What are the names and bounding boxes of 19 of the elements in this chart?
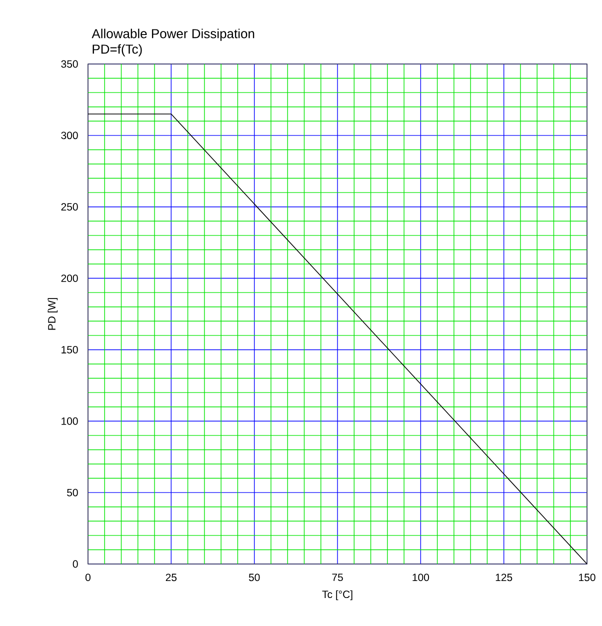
y-tick-label: 100 [62,417,78,425]
x-tick-label: 100 [412,574,430,582]
y-tick-label: 150 [62,346,78,354]
x-tick-label: 150 [579,574,596,582]
x-tick-label: 75 [332,574,343,582]
y-tick-label: 250 [61,203,78,211]
y-tick-label: 200 [61,274,78,282]
y-tick-label: 300 [61,132,78,140]
y-tick-label: 50 [67,488,78,496]
x-tick-label: 50 [248,574,260,582]
y-tick-label: 350 [61,60,78,68]
x-tick-label: 125 [496,574,512,582]
x-tick-label: 0 [85,574,90,582]
y-tick-label: 0 [72,560,78,568]
x-tick-label: 25 [166,574,177,582]
chart-subtitle: PD=f(Tc) [92,44,142,56]
chart-title: Allowable Power Dissipation [92,28,254,41]
y-axis-title: PD [W] [48,298,58,330]
x-axis-title: Tc [°C] [322,590,352,600]
